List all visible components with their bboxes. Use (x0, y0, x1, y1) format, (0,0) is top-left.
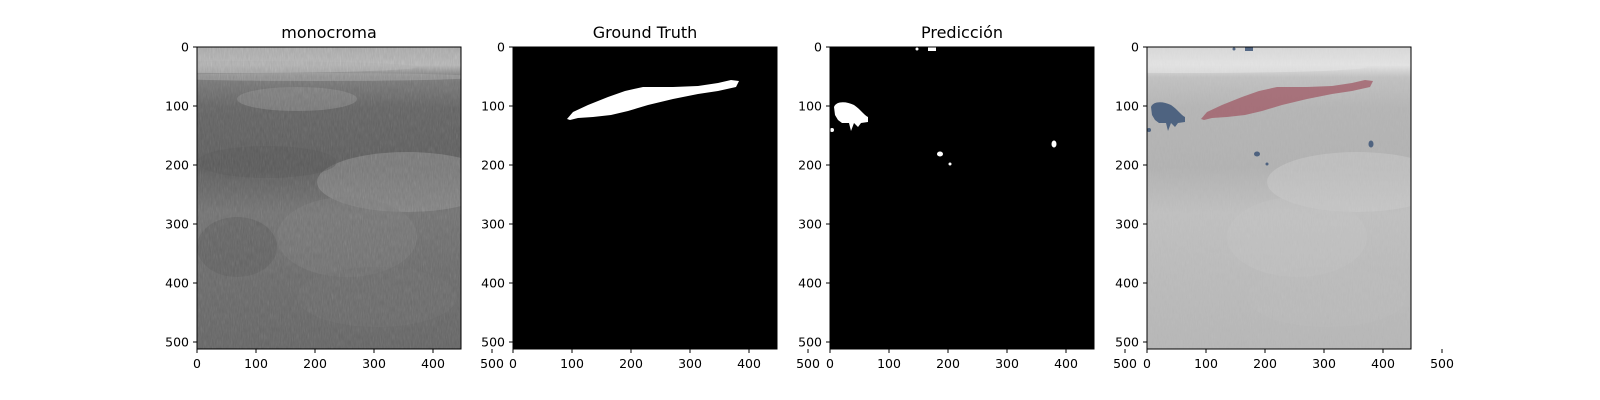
x-tick-label: 400 (1371, 356, 1395, 371)
y-tick-label: 400 (1115, 276, 1139, 291)
panel-ground-truth: Ground Truth (512, 23, 778, 350)
y-tick-label: 200 (165, 158, 189, 173)
y-tick-label: 500 (481, 335, 505, 350)
x-tick-label: 0 (1143, 356, 1151, 371)
x-tick-label: 500 (480, 356, 504, 371)
y-tick-label: 200 (481, 158, 505, 173)
x-tick-label: 100 (244, 356, 268, 371)
x-tick-label: 100 (1194, 356, 1218, 371)
y-tick-label: 100 (165, 99, 189, 114)
panel-overlay (1146, 46, 1412, 350)
y-tick-label: 0 (181, 40, 189, 55)
mask-background (830, 47, 1094, 349)
y-tick-label: 100 (481, 99, 505, 114)
panel-monocroma: monocroma (196, 23, 462, 350)
x-tick-label: 500 (796, 356, 820, 371)
y-tick-label: 300 (1115, 217, 1139, 232)
y-tick-label: 0 (497, 40, 505, 55)
y-tick-label: 100 (1115, 99, 1139, 114)
x-tick-label: 400 (1054, 356, 1078, 371)
x-tick-label: 0 (826, 356, 834, 371)
y-tick-label: 100 (798, 99, 822, 114)
x-tick-label: 400 (737, 356, 761, 371)
x-tick-label: 0 (193, 356, 201, 371)
y-tick-label: 500 (165, 335, 189, 350)
panel-title: Ground Truth (593, 23, 698, 42)
y-tick-label: 500 (1115, 335, 1139, 350)
x-tick-label: 200 (1253, 356, 1277, 371)
x-tick-label: 200 (936, 356, 960, 371)
panel-title: Predicción (921, 23, 1003, 42)
x-tick-label: 300 (678, 356, 702, 371)
panel-prediccion: Predicción (829, 23, 1095, 350)
y-tick-label: 300 (165, 217, 189, 232)
prediction-regions (830, 47, 1057, 166)
x-tick-label: 0 (509, 356, 517, 371)
y-tick-label: 400 (798, 276, 822, 291)
x-tick-label: 500 (1430, 356, 1454, 371)
x-tick-label: 400 (421, 356, 445, 371)
panel-title: monocroma (281, 23, 377, 42)
y-tick-label: 200 (1115, 158, 1139, 173)
y-tick-label: 0 (1131, 40, 1139, 55)
x-tick-label: 100 (877, 356, 901, 371)
x-tick-label: 500 (1113, 356, 1137, 371)
x-tick-label: 300 (1312, 356, 1336, 371)
y-tick-label: 0 (814, 40, 822, 55)
y-tick-label: 300 (481, 217, 505, 232)
ground-truth-region (567, 80, 739, 120)
y-tick-label: 300 (798, 217, 822, 232)
overlay-ground-truth-region (1201, 80, 1373, 120)
y-tick-label: 200 (798, 158, 822, 173)
x-tick-label: 300 (995, 356, 1019, 371)
overlay-prediction-regions (1147, 47, 1374, 166)
y-tick-label: 400 (165, 276, 189, 291)
y-tick-label: 400 (481, 276, 505, 291)
x-tick-label: 200 (619, 356, 643, 371)
x-tick-label: 100 (560, 356, 584, 371)
x-tick-label: 300 (362, 356, 386, 371)
ultrasound-image (197, 47, 461, 349)
axes-layer: 0 100 200 300 400 500 0 100 200 300 400 500 0 100 200 3… (165, 40, 1454, 372)
y-tick-label: 500 (798, 335, 822, 350)
x-tick-label: 200 (303, 356, 327, 371)
